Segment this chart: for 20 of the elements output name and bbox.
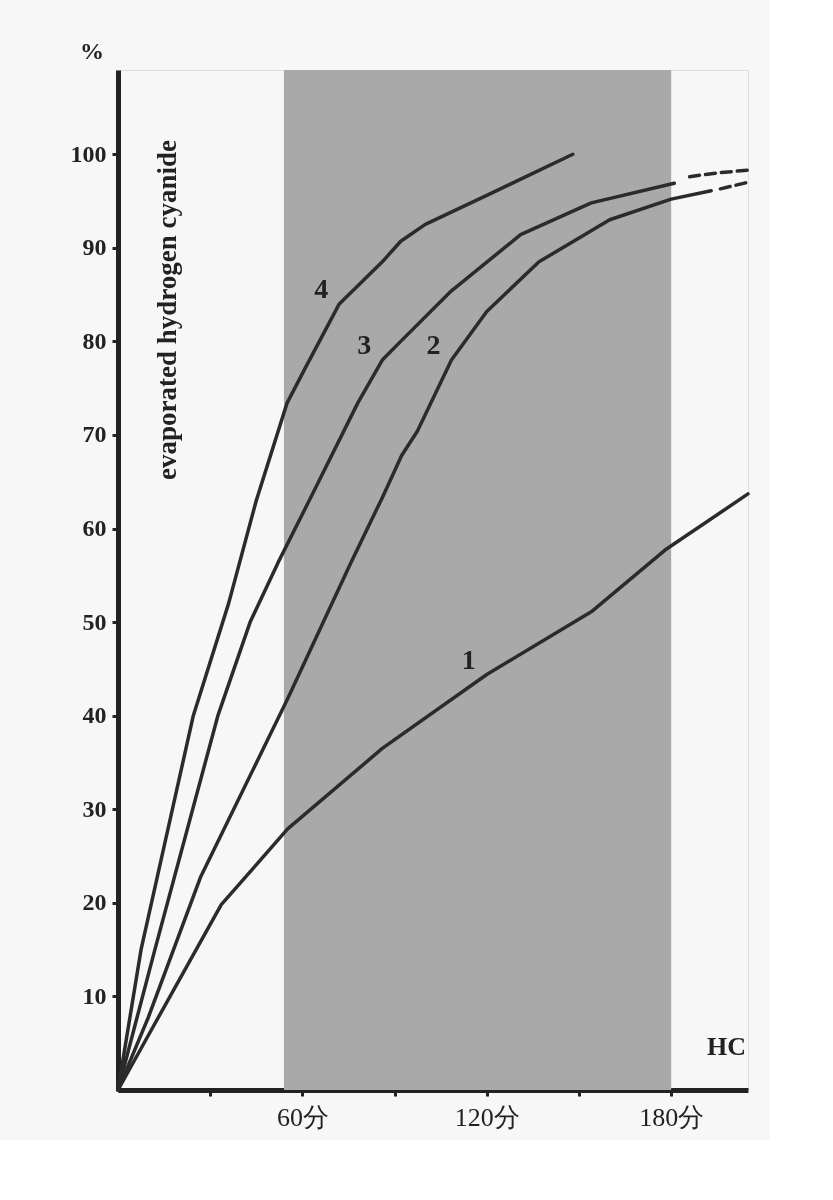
- y-tick-label: 40: [82, 702, 107, 729]
- x-axis-title: HC: [707, 1032, 746, 1061]
- y-tick-label: 100: [70, 140, 107, 167]
- y-tick-label: 90: [82, 234, 107, 261]
- y-tick-label: 70: [82, 421, 107, 448]
- y-tick-label: 80: [82, 327, 107, 354]
- y-tick-label: 30: [82, 795, 107, 822]
- y-axis-title: evaporated hydrogen cyanide: [152, 139, 182, 481]
- text: %: [80, 38, 104, 64]
- series-label: 2: [426, 329, 441, 361]
- x-tick-label: 60分: [276, 1102, 329, 1132]
- series-label: 3: [357, 329, 372, 361]
- y-tick-label: 60: [82, 515, 107, 542]
- y-tick-label: 10: [82, 982, 107, 1009]
- y-tick-label: 20: [82, 889, 107, 916]
- series-label: 4: [314, 272, 329, 304]
- x-tick-label: 120分: [454, 1102, 520, 1132]
- x-tick-label: 180分: [639, 1102, 705, 1132]
- y-tick-label: 50: [82, 608, 107, 635]
- series-label: 1: [461, 643, 476, 675]
